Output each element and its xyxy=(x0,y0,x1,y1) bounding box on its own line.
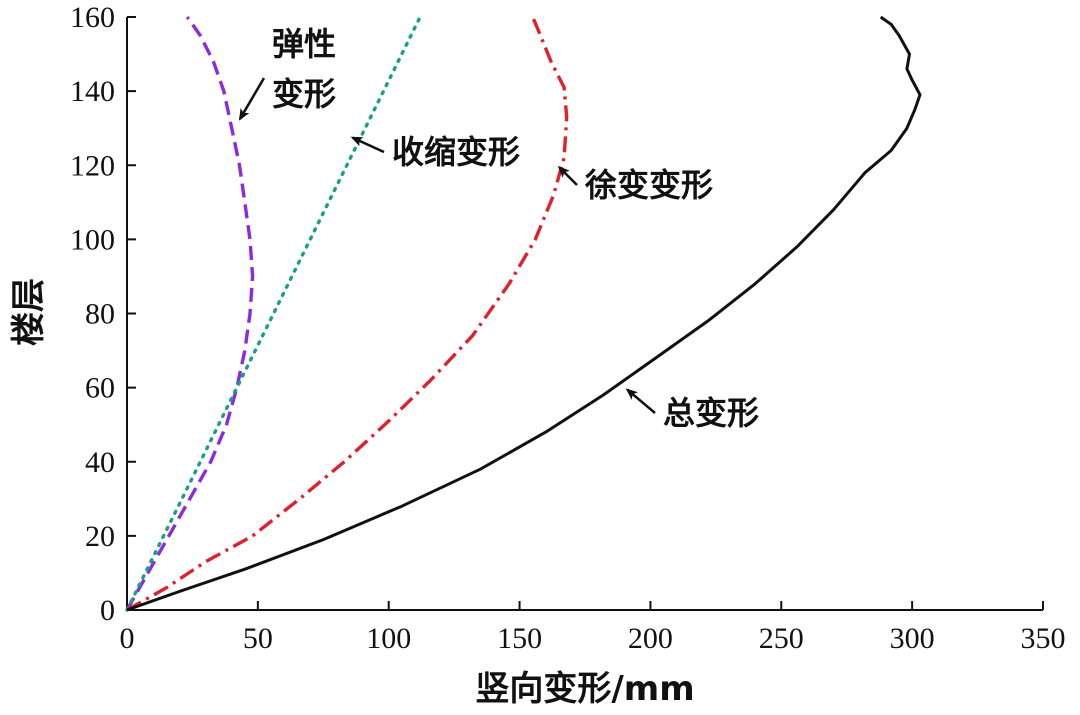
annotation-arrow-2 xyxy=(350,136,385,154)
annotation-label-3: 徐变变形 xyxy=(584,166,713,204)
axes: 0 50 100 150 200 250 300 350 0 20 40 60 80 100 120 140 1… xyxy=(70,1,1066,655)
y-tick-label: 120 xyxy=(70,149,115,182)
annotation-arrow-1 xyxy=(238,77,266,121)
annotation-arrow-3 xyxy=(557,165,578,186)
y-tick-label: 140 xyxy=(70,75,115,108)
series-line-4 xyxy=(126,15,922,612)
y-axis-title: 楼层 xyxy=(9,278,49,346)
annotation-label-1: 弹性 xyxy=(272,25,336,63)
annotation-label-2: 收缩变形 xyxy=(392,133,520,171)
x-tick-label: 50 xyxy=(243,622,273,655)
series-line-1 xyxy=(125,16,255,611)
annotation-label-4: 总变形 xyxy=(663,394,759,432)
annotation-label-1: 变形 xyxy=(272,75,336,113)
x-tick-label: 250 xyxy=(759,622,804,655)
y-tick-label: 160 xyxy=(70,1,115,34)
y-tick-label: 40 xyxy=(85,446,115,479)
y-tick-label: 100 xyxy=(70,223,115,256)
series-line-3 xyxy=(126,16,569,612)
y-tick-label: 60 xyxy=(85,372,115,405)
y-tick-label: 80 xyxy=(85,298,115,331)
annotation-arrow-4 xyxy=(625,388,656,414)
x-tick-label: 350 xyxy=(1021,622,1066,655)
y-tick-label: 0 xyxy=(100,594,115,627)
x-tick-label: 200 xyxy=(628,622,673,655)
series-line-2 xyxy=(125,15,422,612)
x-tick-label: 150 xyxy=(497,622,542,655)
x-tick-label: 300 xyxy=(890,622,935,655)
series-layer xyxy=(125,15,922,612)
y-tick-label: 20 xyxy=(85,520,115,553)
x-axis-title: 竖向变形/mm xyxy=(475,669,694,709)
x-tick-label: 0 xyxy=(120,622,135,655)
x-tick-label: 100 xyxy=(366,622,411,655)
